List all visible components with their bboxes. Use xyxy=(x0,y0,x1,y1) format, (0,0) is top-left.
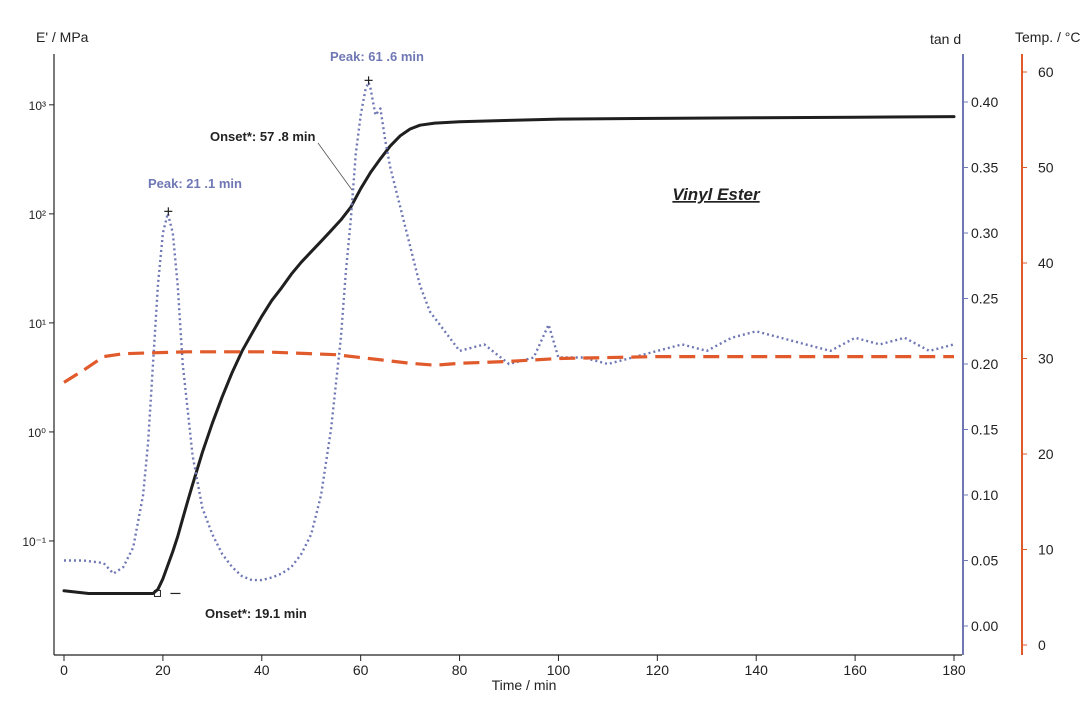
y-temp-tick-label: 60 xyxy=(1038,64,1054,80)
annotation-peak-21: Peak: 21 .1 min xyxy=(148,176,242,191)
onset-marker-19 xyxy=(153,589,161,597)
y-tand-tick-label: 0.10 xyxy=(971,487,998,503)
x-tick-label: 180 xyxy=(942,662,966,678)
chart-title: Vinyl Ester xyxy=(672,185,761,204)
x-tick-label: 0 xyxy=(60,662,68,678)
x-tick-label: 140 xyxy=(745,662,769,678)
series-tan-d-line xyxy=(64,81,955,582)
y-left-tick-label: 10⁰ xyxy=(28,426,46,440)
x-tick-label: 160 xyxy=(843,662,867,678)
y-left-tick-label: 10¹ xyxy=(29,317,46,331)
x-axis-title: Time / min xyxy=(492,677,557,693)
y-tand-tick-label: 0.30 xyxy=(971,225,998,241)
y-left-tick-label: 10² xyxy=(29,208,46,222)
y-tand-tick-label: 0.25 xyxy=(971,291,998,307)
y-temp-axis-title: Temp. / °C xyxy=(1015,29,1080,45)
y-left-tick-label: 10⁻¹ xyxy=(22,535,46,549)
annotation-onset-19: Onset*: 19.1 min xyxy=(205,606,307,621)
y-temp-tick-label: 30 xyxy=(1038,351,1054,367)
y-tand-tick-label: 0.40 xyxy=(971,94,998,110)
x-tick-label: 100 xyxy=(547,662,571,678)
series-temperature-line xyxy=(63,350,954,384)
y-temp-tick-label: 20 xyxy=(1038,446,1054,462)
onset-leader-line-57 xyxy=(317,142,353,191)
y-tand-tick-label: 0.00 xyxy=(971,618,998,634)
annotation-peak-61: Peak: 61 .6 min xyxy=(330,49,424,64)
x-tick-label: 80 xyxy=(452,662,468,678)
y-temp-tick-label: 10 xyxy=(1038,542,1054,558)
x-tick-label: 20 xyxy=(155,662,171,678)
x-tick-label: 40 xyxy=(254,662,270,678)
axes-layer: 0 20 40 60 80 100 120 140 160 18010⁻¹10⁰10¹10²10³… xyxy=(22,54,1054,678)
y-tand-tick-label: 0.15 xyxy=(971,422,998,438)
y-tand-tick-label: 0.05 xyxy=(971,553,998,569)
y-temp-tick-label: 0 xyxy=(1038,637,1046,653)
y-tand-tick-label: 0.35 xyxy=(971,160,998,176)
y-tand-tick-label: 0.20 xyxy=(971,356,998,372)
annotation-onset-57: Onset*: 57 .8 min xyxy=(210,129,316,144)
y-left-tick-label: 10³ xyxy=(29,99,46,113)
series-storage-modulus-line xyxy=(62,115,956,595)
y-left-axis-title: E' / MPa xyxy=(36,29,89,45)
marker-layer xyxy=(153,76,373,597)
y-temp-tick-label: 50 xyxy=(1038,160,1054,176)
x-tick-label: 60 xyxy=(353,662,369,678)
y-tand-axis-title: tan d xyxy=(930,31,961,47)
series-layer xyxy=(62,81,956,595)
x-tick-label: 120 xyxy=(646,662,670,678)
y-temp-tick-label: 40 xyxy=(1038,255,1054,271)
